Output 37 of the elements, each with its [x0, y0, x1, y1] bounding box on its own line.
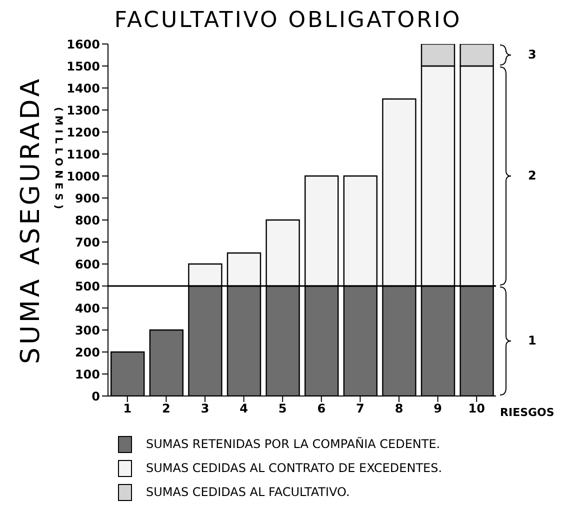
y-tick-label: 1300 [66, 103, 100, 118]
y-tick-label: 600 [74, 257, 100, 272]
legend-label: SUMAS CEDIDAS AL FACULTATIVO. [146, 485, 350, 499]
text: 1 [528, 333, 536, 348]
text: 3 [528, 47, 536, 62]
x-tick-label: 6 [317, 402, 326, 416]
y-tick-label: 1200 [66, 125, 100, 140]
x-tick-label: 1 [123, 402, 132, 416]
legend-label: SUMAS CEDIDAS AL CONTRATO DE EXCEDENTES. [146, 461, 442, 475]
x-tick-label: 3 [200, 402, 210, 416]
y-tick-label: 500 [74, 279, 100, 294]
x-tick-label: 4 [240, 402, 248, 416]
y-tick-label: 0 [92, 389, 100, 404]
y-tick-label: 200 [74, 345, 100, 360]
text: 2 [528, 168, 536, 182]
y-tick-label: 900 [74, 191, 100, 206]
legend-label: SUMAS RETENIDAS POR LA COMPAÑIA CEDENTE. [146, 437, 440, 451]
y-tick-label: 1100 [66, 147, 100, 162]
y-tick-label: 1500 [66, 59, 100, 74]
y-tick-label: 400 [74, 301, 100, 316]
x-tick-label: 2 [162, 402, 170, 416]
text: (MILLONES) [52, 106, 64, 214]
y-axis-title: SUMA ASEGURADA [16, 76, 46, 364]
x-tick-label: 9 [434, 402, 442, 416]
y-tick-label: 1400 [66, 81, 100, 96]
y-tick-label: 1000 [66, 169, 100, 184]
y-tick-label: 300 [74, 323, 100, 338]
y-tick-label: 700 [74, 235, 100, 250]
x-tick-label: 10 [468, 402, 485, 416]
chart-title: FACULTATIVO OBLIGATORIO [113, 8, 463, 34]
y-tick-label: 800 [74, 213, 100, 228]
y-tick-label: 100 [74, 367, 100, 382]
x-tick-label: 8 [394, 402, 404, 416]
x-axis-title: RIESGOS [500, 406, 554, 419]
x-tick-label: 5 [278, 402, 287, 416]
y-tick-label: 1600 [66, 37, 100, 52]
x-tick-label: 7 [356, 402, 364, 416]
